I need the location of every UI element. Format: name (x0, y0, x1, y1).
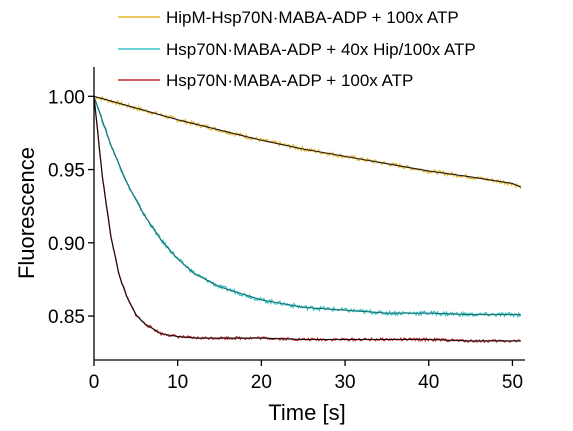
x-tick-label: 10 (167, 372, 188, 393)
x-tick-label: 50 (502, 372, 523, 393)
y-tick-label: 0.90 (48, 234, 85, 255)
y-tick-label: 0.95 (48, 161, 85, 182)
x-tick-label: 20 (251, 372, 272, 393)
ticks: 0 10 20 30 40 50 0.85 0.90 0.95 1.00 (48, 87, 523, 393)
legend-label-series-2: Hsp70N·MABA-ADP + 40x Hip/100x ATP (166, 40, 476, 59)
legend: HipM-Hsp70N·MABA-ADP + 100x ATP Hsp70N·M… (118, 8, 476, 90)
x-axis-title: Time [s] (268, 400, 345, 425)
y-axis-title: Fluorescence (14, 147, 39, 279)
series-1-fit-line (93, 95, 522, 188)
x-tick-label: 30 (334, 372, 355, 393)
legend-label-series-3: Hsp70N·MABA-ADP + 100x ATP (166, 71, 413, 90)
y-tick-label: 1.00 (48, 87, 85, 108)
y-tick-label: 0.85 (48, 307, 85, 328)
axes (93, 67, 525, 361)
series-3-fit-line (93, 96, 521, 342)
series-3-data-line (93, 96, 522, 344)
x-tick-label: 40 (418, 372, 439, 393)
plot-area (93, 95, 522, 344)
series-2-data-line (93, 96, 522, 319)
legend-label-series-1: HipM-Hsp70N·MABA-ADP + 100x ATP (166, 8, 459, 27)
series-2-fit-line (93, 96, 521, 316)
x-tick-label: 0 (89, 372, 100, 393)
